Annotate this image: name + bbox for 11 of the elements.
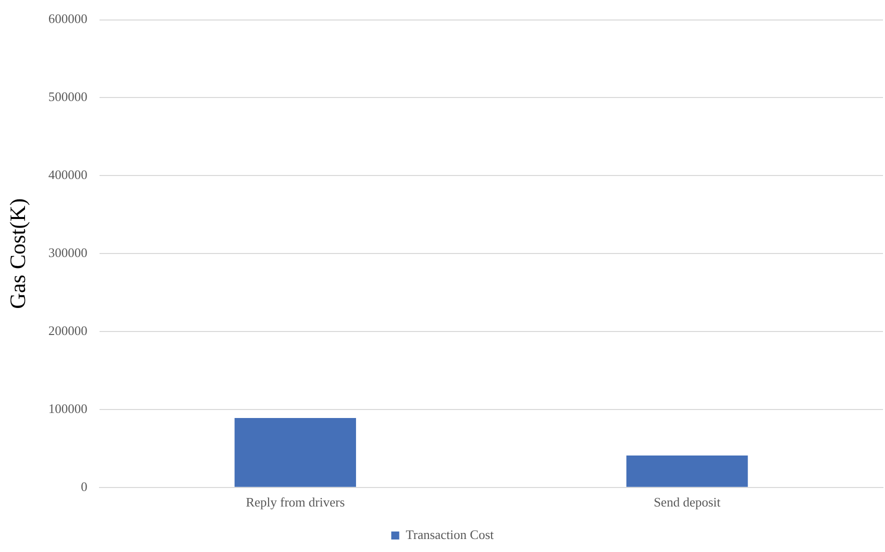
y-tick-label: 200000 [48,322,88,338]
y-tick-label: 100000 [48,400,88,416]
y-tick-label: 600000 [48,11,88,26]
y-axis-title: Gas Cost(K) [4,198,30,309]
y-tick-label: 500000 [48,89,88,104]
y-tick-label: 0 [80,478,88,494]
y-tick-label: 400000 [48,167,88,182]
legend-label: Transaction Cost [406,526,494,542]
y-tick-label: 300000 [48,245,88,260]
x-tick-label: Send deposit [654,494,721,510]
x-tick-label: Reply from drivers [246,494,345,510]
